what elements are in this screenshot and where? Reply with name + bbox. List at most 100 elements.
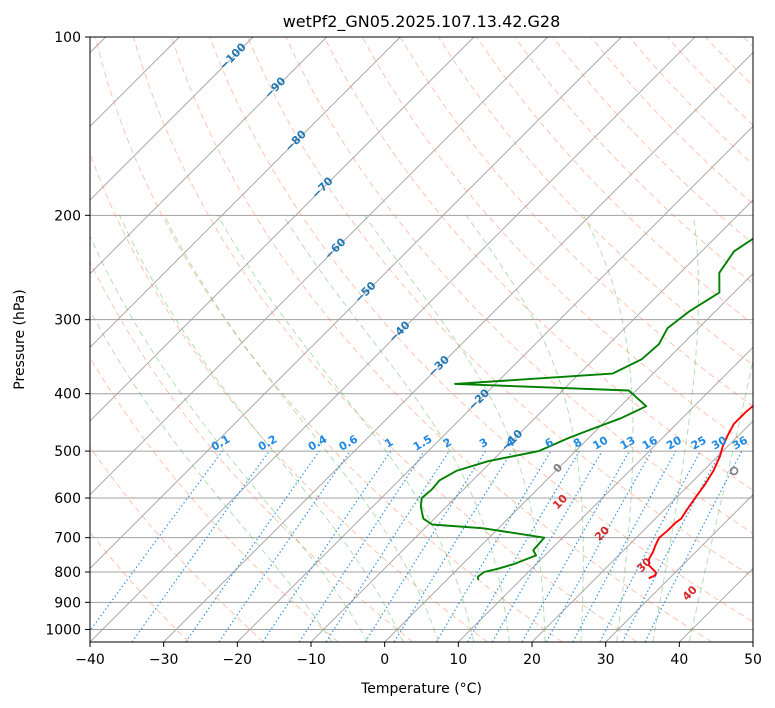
dry-adiabat — [209, 37, 753, 623]
dry-adiabat — [437, 37, 753, 366]
dewpoint-profile-line — [419, 237, 753, 581]
isotherm-label: −60 — [322, 235, 349, 262]
mixing-ratio-line — [521, 450, 631, 642]
x-tick-label: 40 — [670, 652, 688, 668]
x-tick-label: 10 — [449, 652, 467, 668]
mixing-ratio-label: 0.2 — [256, 433, 279, 454]
mixing-ratio-line — [572, 450, 677, 642]
isotherm-label: −20 — [466, 386, 493, 413]
isotherm-line — [90, 37, 254, 201]
moist-adiabat — [217, 215, 475, 642]
isotherm-line — [163, 52, 753, 642]
isotherm-label: −50 — [352, 279, 379, 306]
mixing-ratio-line — [298, 450, 425, 642]
moist-adiabat — [90, 309, 333, 642]
x-tick-label: −20 — [223, 652, 253, 668]
isotherm-line — [384, 273, 753, 642]
mixing-ratio-line — [435, 450, 552, 642]
dry-adiabat-label: 20 — [592, 523, 612, 543]
temperature-profile-line — [648, 404, 753, 580]
mixing-ratio-line — [262, 450, 392, 642]
dry-adiabat — [90, 152, 488, 642]
y-tick-label: 100 — [54, 30, 81, 46]
x-axis: −40 −30 −20 −10 0 10 20 30 40 50 — [75, 642, 762, 668]
y-tick-label: 1000 — [45, 622, 81, 638]
mixing-ratio-label: 16 — [640, 433, 660, 452]
moist-adiabat — [119, 215, 404, 642]
isotherm-line — [90, 37, 548, 496]
isotherm-line — [458, 346, 753, 642]
isotherm-label: −40 — [386, 318, 413, 345]
dry-adiabat — [132, 37, 638, 642]
x-tick-label: −30 — [149, 652, 179, 668]
isotherm-line — [90, 37, 696, 642]
isotherm-label: −100 — [217, 40, 249, 72]
dry-adiabat — [552, 37, 753, 245]
mixing-ratio-label: 3 — [477, 436, 490, 451]
mixing-ratio-label: 13 — [618, 434, 638, 453]
mixing-ratio-label: 1.5 — [411, 433, 434, 454]
mixing-ratio-label: 36 — [730, 433, 750, 452]
x-tick-label: 50 — [744, 652, 762, 668]
isotherm-line — [90, 37, 401, 348]
dry-adiabat — [90, 531, 190, 642]
y-tick-label: 300 — [54, 313, 81, 329]
isotherm-label: −30 — [425, 353, 452, 380]
moist-adiabat — [163, 215, 439, 642]
isotherm-line — [679, 567, 753, 642]
dry-adiabat — [323, 37, 753, 491]
moist-adiabat — [652, 215, 699, 642]
moist-adiabat — [583, 215, 634, 642]
y-tick-label: 600 — [54, 491, 81, 507]
dry-adiabat — [476, 37, 753, 325]
dry-adiabat — [704, 37, 753, 87]
moist-adiabat — [90, 235, 369, 642]
dry-adiabat — [247, 37, 753, 578]
reference-point-marker — [729, 466, 739, 476]
x-tick-label: 0 — [380, 652, 389, 668]
isotherm-line — [605, 494, 753, 642]
isotherm-line — [90, 37, 622, 569]
y-axis: 100 200 300 400 500 600 700 800 900 1000 — [45, 30, 90, 638]
chart-title: wetPf2_GN05.2025.107.13.42.G28 — [283, 12, 561, 32]
mixing-ratio-line — [90, 450, 223, 632]
x-tick-label: −10 — [296, 652, 326, 668]
y-axis-title: Pressure (hPa) — [12, 289, 28, 389]
y-tick-label: 700 — [54, 531, 81, 547]
mixing-ratio-line — [599, 450, 702, 642]
dry-adiabat — [743, 37, 753, 48]
y-tick-label: 200 — [54, 208, 81, 224]
y-tick-label: 500 — [54, 444, 81, 460]
isotherm-label: −10 — [499, 427, 526, 454]
mixing-ratio-label: 8 — [571, 436, 584, 451]
isotherm-label: 0 — [551, 461, 566, 476]
y-tick-label: 900 — [54, 595, 81, 611]
isotherm-label: −70 — [309, 174, 336, 201]
moist-adiabat — [364, 215, 546, 642]
isotherm-line — [752, 641, 753, 642]
mixing-ratio-line — [644, 450, 743, 642]
dry-adiabat — [514, 37, 753, 285]
dry-adiabat — [90, 260, 414, 642]
mixing-ratio-line — [218, 450, 351, 642]
mixing-ratio-line — [131, 450, 270, 642]
dry-adiabat-label: 10 — [550, 492, 570, 512]
dry-adiabat — [285, 37, 753, 535]
x-tick-label: 20 — [523, 652, 541, 668]
mixing-ratio-line — [364, 450, 486, 642]
dry-adiabat — [90, 356, 339, 642]
dry-adiabat — [171, 37, 712, 642]
mixing-ratio-label: 25 — [689, 434, 709, 453]
mixing-ratio-label: 0.1 — [209, 433, 232, 454]
mixing-ratio-label: 10 — [590, 433, 610, 452]
isotherm-line — [90, 37, 475, 422]
isotherm-line — [90, 37, 327, 275]
series-layer — [419, 237, 753, 581]
mixing-ratio-label: 20 — [664, 433, 684, 452]
y-tick-label: 400 — [54, 387, 81, 403]
background-lines — [90, 37, 753, 642]
mixing-ratio-line — [393, 450, 513, 642]
isotherm-line — [531, 420, 753, 642]
plot-frame — [89, 36, 754, 643]
